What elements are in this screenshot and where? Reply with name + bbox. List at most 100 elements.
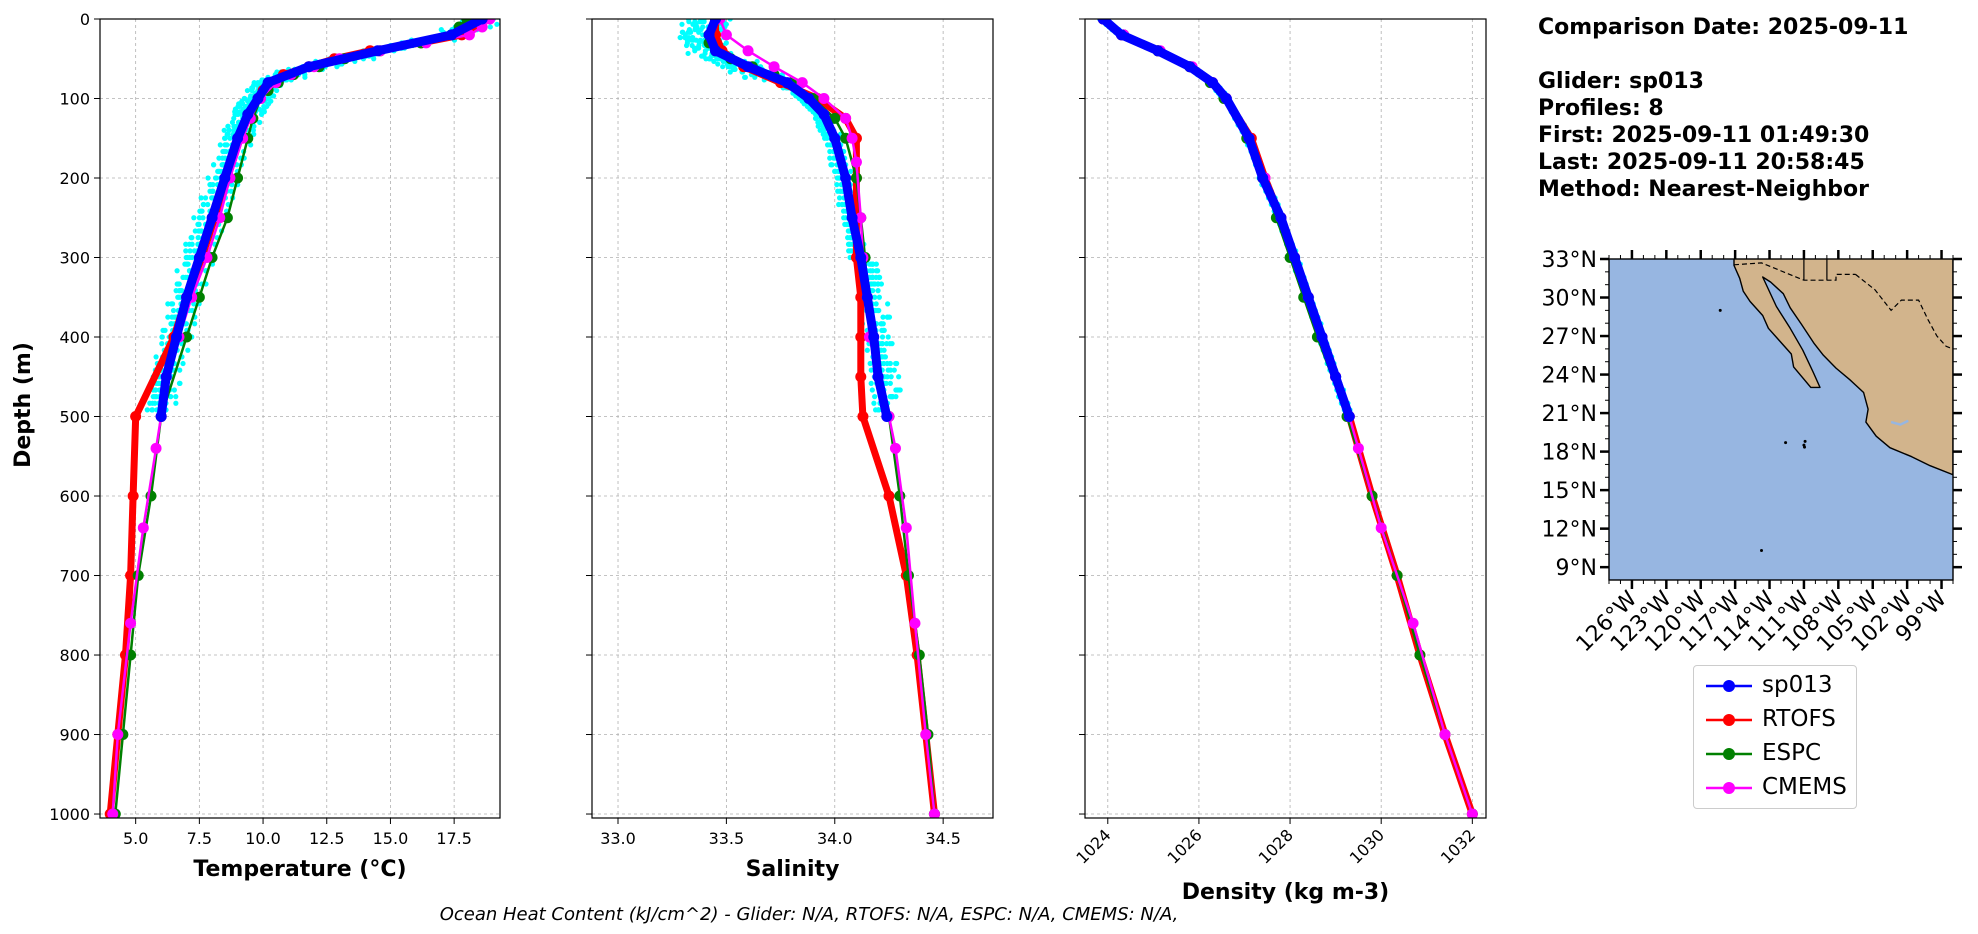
series-point-cmems: [137, 522, 149, 534]
glider-profile-point: [876, 294, 882, 300]
series-point-sp013: [252, 93, 264, 105]
land-layer: [1718, 259, 1953, 552]
x-tick-label: 1032: [1437, 825, 1479, 867]
glider-profile-point: [836, 195, 843, 201]
glider-profile-point: [302, 74, 308, 80]
glider-profile-point: [827, 155, 833, 161]
glider-profile-point: [873, 268, 880, 274]
series-point-sp013: [868, 331, 880, 343]
series-point-cmems: [742, 45, 754, 57]
glider-profile-point: [174, 281, 180, 287]
profile-panel-3: 1024 1026 1028 1030 1032 Density (kg m-3): [1072, 18, 1487, 905]
series-point-sp013: [476, 19, 488, 25]
us-mexico-border: [1733, 262, 1856, 281]
legend-label: ESPC: [1762, 740, 1822, 766]
series-point-cmems: [909, 617, 921, 629]
series-point-espc: [232, 172, 244, 184]
lat-tick-label: 27°N: [1542, 325, 1597, 350]
glider-profile-point: [198, 228, 204, 234]
series-point-sp013: [742, 61, 754, 73]
glider-profile-point: [209, 188, 215, 194]
glider-profile-point: [173, 394, 179, 400]
glider-profile-point: [874, 307, 880, 314]
series-point-sp013: [710, 45, 722, 57]
glider-profile-point: [174, 268, 180, 274]
series-point-cmems: [768, 61, 780, 73]
series-point-sp013: [446, 29, 458, 41]
axes-frame: [1084, 18, 1487, 819]
glider-profile-point: [846, 228, 852, 234]
glider-profile-point: [487, 24, 493, 30]
glider-profile-point: [884, 374, 890, 380]
lat-tick-label: 30°N: [1542, 287, 1597, 312]
series-point-cmems: [840, 112, 852, 124]
x-axis-label: Temperature (°C): [193, 857, 406, 882]
glider-profile-point: [893, 360, 899, 367]
glider-profile-point: [887, 380, 893, 386]
glider-profile-point: [884, 341, 890, 347]
glider-profile-point: [274, 87, 280, 94]
glider-profile-point: [233, 111, 239, 118]
location-map: 33°N30°N27°N24°N21°N18°N15°N12°N9°N126°W…: [1542, 248, 1962, 657]
glider-profile-point: [202, 195, 209, 201]
glider-profile-point: [371, 56, 377, 62]
glider-profile-point: [677, 34, 684, 41]
glider-profile-point: [195, 235, 201, 241]
glider-profile-point: [689, 42, 695, 49]
y-tick-label: 900: [59, 726, 90, 745]
glider-profile-point: [875, 281, 881, 287]
glider-profile-point: [815, 123, 821, 129]
glider-profile-point: [219, 162, 225, 168]
series-point-sp013: [1220, 93, 1232, 105]
glider-profile-point: [227, 135, 233, 141]
island: [1803, 439, 1807, 443]
series-point-rtofs: [855, 331, 867, 343]
series-point-sp013: [303, 61, 315, 73]
glider-profile-point: [159, 341, 165, 347]
glider-profile-point: [177, 380, 183, 386]
glider-profile-point: [211, 162, 217, 168]
ocean-heat-content-note: Ocean Heat Content (kJ/cm^2) - Glider: N…: [439, 904, 1179, 925]
series-point-sp013: [1275, 212, 1287, 224]
glider-profile-point: [715, 61, 721, 67]
glider-profile-point: [827, 148, 833, 155]
glider-profile-point: [896, 387, 902, 393]
glider-profile-point: [232, 106, 239, 112]
axes-frame: [99, 18, 501, 819]
glider-profile-point: [165, 314, 171, 320]
glider-profile-point: [186, 241, 193, 247]
series-point-sp013: [1184, 61, 1196, 73]
series-point-cmems: [107, 808, 119, 818]
glider-profile-point: [169, 301, 176, 307]
glider-profile-point: [703, 56, 709, 62]
glider-profile-point: [144, 407, 150, 413]
series-point-cmems: [1439, 729, 1451, 741]
legend-item-espc: ESPC: [1704, 737, 1854, 771]
glider-profile-point: [701, 19, 707, 25]
glider-profile-point: [188, 235, 194, 241]
x-tick-label: 15.0: [373, 829, 409, 848]
series-point-cmems: [846, 132, 858, 144]
series-point-sp013: [170, 331, 182, 343]
series-point-espc: [902, 570, 914, 582]
glider-profile-point: [171, 387, 177, 393]
series-point-cmems: [796, 77, 808, 89]
series-point-sp013: [855, 252, 867, 264]
glider-profile-point: [723, 40, 729, 46]
glider-profile-point: [177, 367, 183, 373]
glider-profile-point: [183, 248, 189, 254]
y-tick-label: 400: [59, 328, 90, 347]
glider-profile-point: [880, 314, 886, 320]
glider-profile-point: [869, 387, 875, 393]
legend-item-rtofs: RTOFS: [1704, 703, 1854, 737]
series-point-sp013: [219, 172, 231, 184]
series-point-cmems: [150, 442, 162, 454]
glider-profile-point: [212, 175, 219, 181]
data-layer: [104, 19, 500, 818]
glider-profile-point: [692, 48, 698, 54]
island: [1803, 445, 1807, 449]
glider-profile-point: [868, 367, 874, 373]
data-layer: [677, 19, 940, 818]
legend-label: RTOFS: [1762, 706, 1836, 732]
lat-tick-label: 12°N: [1542, 518, 1597, 543]
